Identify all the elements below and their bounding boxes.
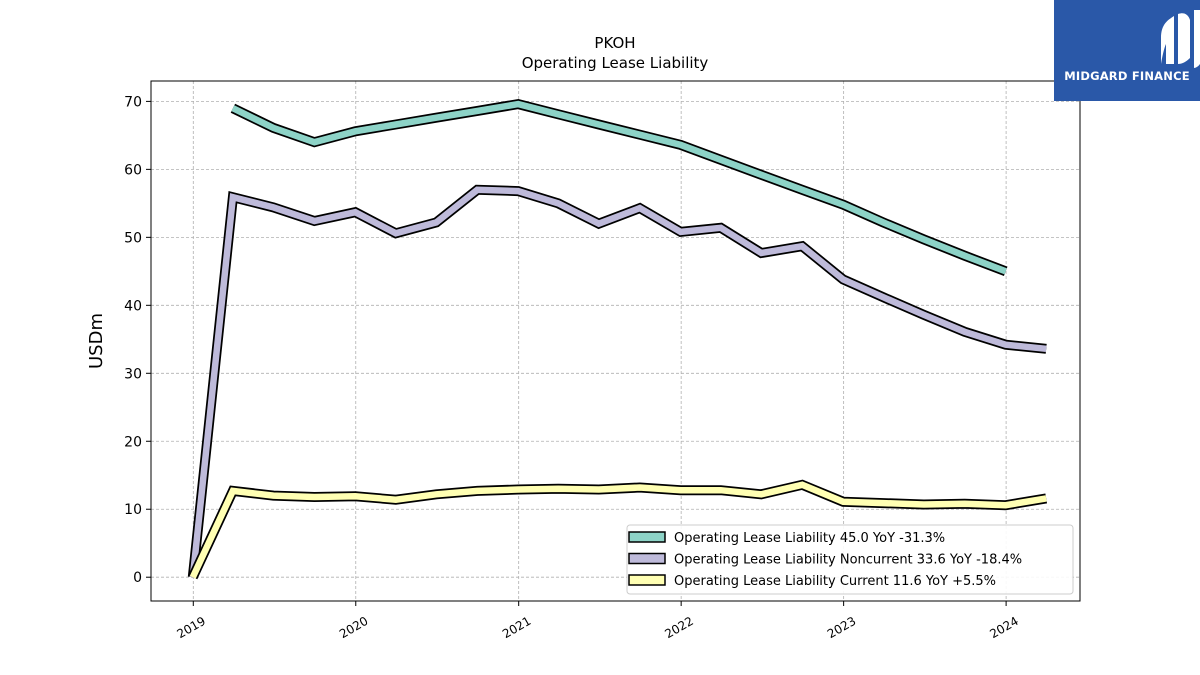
legend-swatch-2 <box>628 574 666 586</box>
y-axis: 0 10 20 30 40 50 60 70 <box>124 94 151 586</box>
logo-text: MIDGARD FINANCE <box>1064 69 1190 83</box>
y-tick-label: 0 <box>133 570 142 586</box>
y-tick-label: 20 <box>124 434 142 450</box>
x-axis: 2019 2020 2021 2022 2023 2024 <box>175 601 1021 641</box>
chart-title: PKOH <box>594 34 635 52</box>
y-tick-label: 40 <box>124 298 142 314</box>
series-line-1 <box>189 186 1047 578</box>
legend: Operating Lease Liability 45.0 YoY -31.3… <box>626 524 1074 595</box>
x-tick-label: 2019 <box>175 614 208 641</box>
legend-swatch-0 <box>628 531 666 543</box>
x-tick-label: 2023 <box>825 614 858 641</box>
legend-label-1: Operating Lease Liability Noncurrent 33.… <box>674 553 1022 568</box>
midgard-finance-logo: MIDGARD FINANCE <box>1054 0 1200 101</box>
y-tick-label: 50 <box>124 230 142 246</box>
x-tick-label: 2020 <box>337 614 370 641</box>
legend-label-2: Operating Lease Liability Current 11.6 Y… <box>674 574 996 589</box>
y-axis-label: USDm <box>86 313 107 369</box>
x-tick-label: 2022 <box>662 614 695 641</box>
x-tick-label: 2021 <box>500 614 533 641</box>
y-tick-label: 30 <box>124 366 142 382</box>
grid <box>151 81 1080 601</box>
series-lines <box>187 98 1048 580</box>
y-tick-label: 70 <box>124 94 142 110</box>
series-outline-1 <box>187 184 1047 578</box>
plot-frame <box>150 80 1081 602</box>
legend-swatch-1 <box>628 552 666 565</box>
series-line-2 <box>189 481 1047 579</box>
y-tick-label: 10 <box>124 502 142 518</box>
legend-box <box>626 524 1074 595</box>
midgard-logo-icon <box>1161 10 1200 68</box>
y-tick-label: 60 <box>124 162 142 178</box>
series-line-0 <box>231 100 1007 275</box>
x-tick-label: 2024 <box>987 614 1020 641</box>
legend-label-0: Operating Lease Liability 45.0 YoY -31.3… <box>674 531 945 546</box>
chart-subtitle: Operating Lease Liability <box>522 54 709 72</box>
